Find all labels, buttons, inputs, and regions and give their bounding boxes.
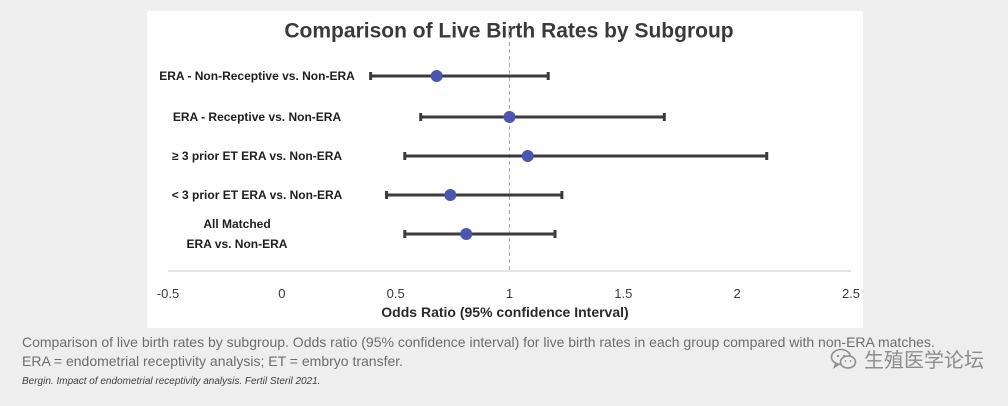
caption-line-1: Comparison of live birth rates by subgro…	[22, 334, 935, 350]
odds-ratio-point	[430, 70, 443, 82]
row-label: < 3 prior ET ERA vs. Non-ERA	[172, 188, 343, 202]
x-tick-label: 1	[506, 286, 513, 301]
odds-ratio-point	[460, 228, 473, 240]
figure-caption: Comparison of live birth rates by subgro…	[22, 333, 997, 371]
caption-line-2: ERA = endometrial receptivity analysis; …	[22, 353, 404, 369]
citation: Bergin. Impact of endometrial receptivit…	[22, 376, 321, 387]
x-tick-label: 0.5	[387, 286, 405, 301]
watermark-text: 生殖医学论坛	[864, 348, 984, 372]
row-label: ERA - Receptive vs. Non-ERA	[173, 110, 342, 124]
x-tick-label: 2.5	[842, 286, 860, 301]
row-label: ERA vs. Non-ERA	[187, 237, 288, 251]
x-axis-title: Odds Ratio (95% confidence Interval)	[381, 304, 628, 320]
watermark: 生殖医学论坛	[830, 344, 984, 373]
odds-ratio-point	[503, 111, 516, 123]
odds-ratio-point	[521, 150, 534, 162]
row-label: All Matched	[203, 217, 270, 231]
x-tick-label: 1.5	[614, 286, 632, 301]
row-label: ERA - Non-Receptive vs. Non-ERA	[159, 69, 355, 83]
plot-area: -0.5 0 0.5 1 1.5 2 2.5 ERA - Non-Receptive vs. …	[157, 28, 860, 301]
x-tick-label: 2	[734, 286, 741, 301]
x-tick-label: -0.5	[157, 286, 179, 301]
x-tick-label: 0	[278, 286, 285, 301]
wechat-icon	[830, 348, 857, 369]
odds-ratio-point	[444, 189, 457, 201]
chart-panel: Comparison of Live Birth Rates by Subgro…	[147, 11, 863, 328]
row-label: ≥ 3 prior ET ERA vs. Non-ERA	[172, 149, 342, 163]
forest-plot: Comparison of Live Birth Rates by Subgro…	[157, 20, 860, 320]
